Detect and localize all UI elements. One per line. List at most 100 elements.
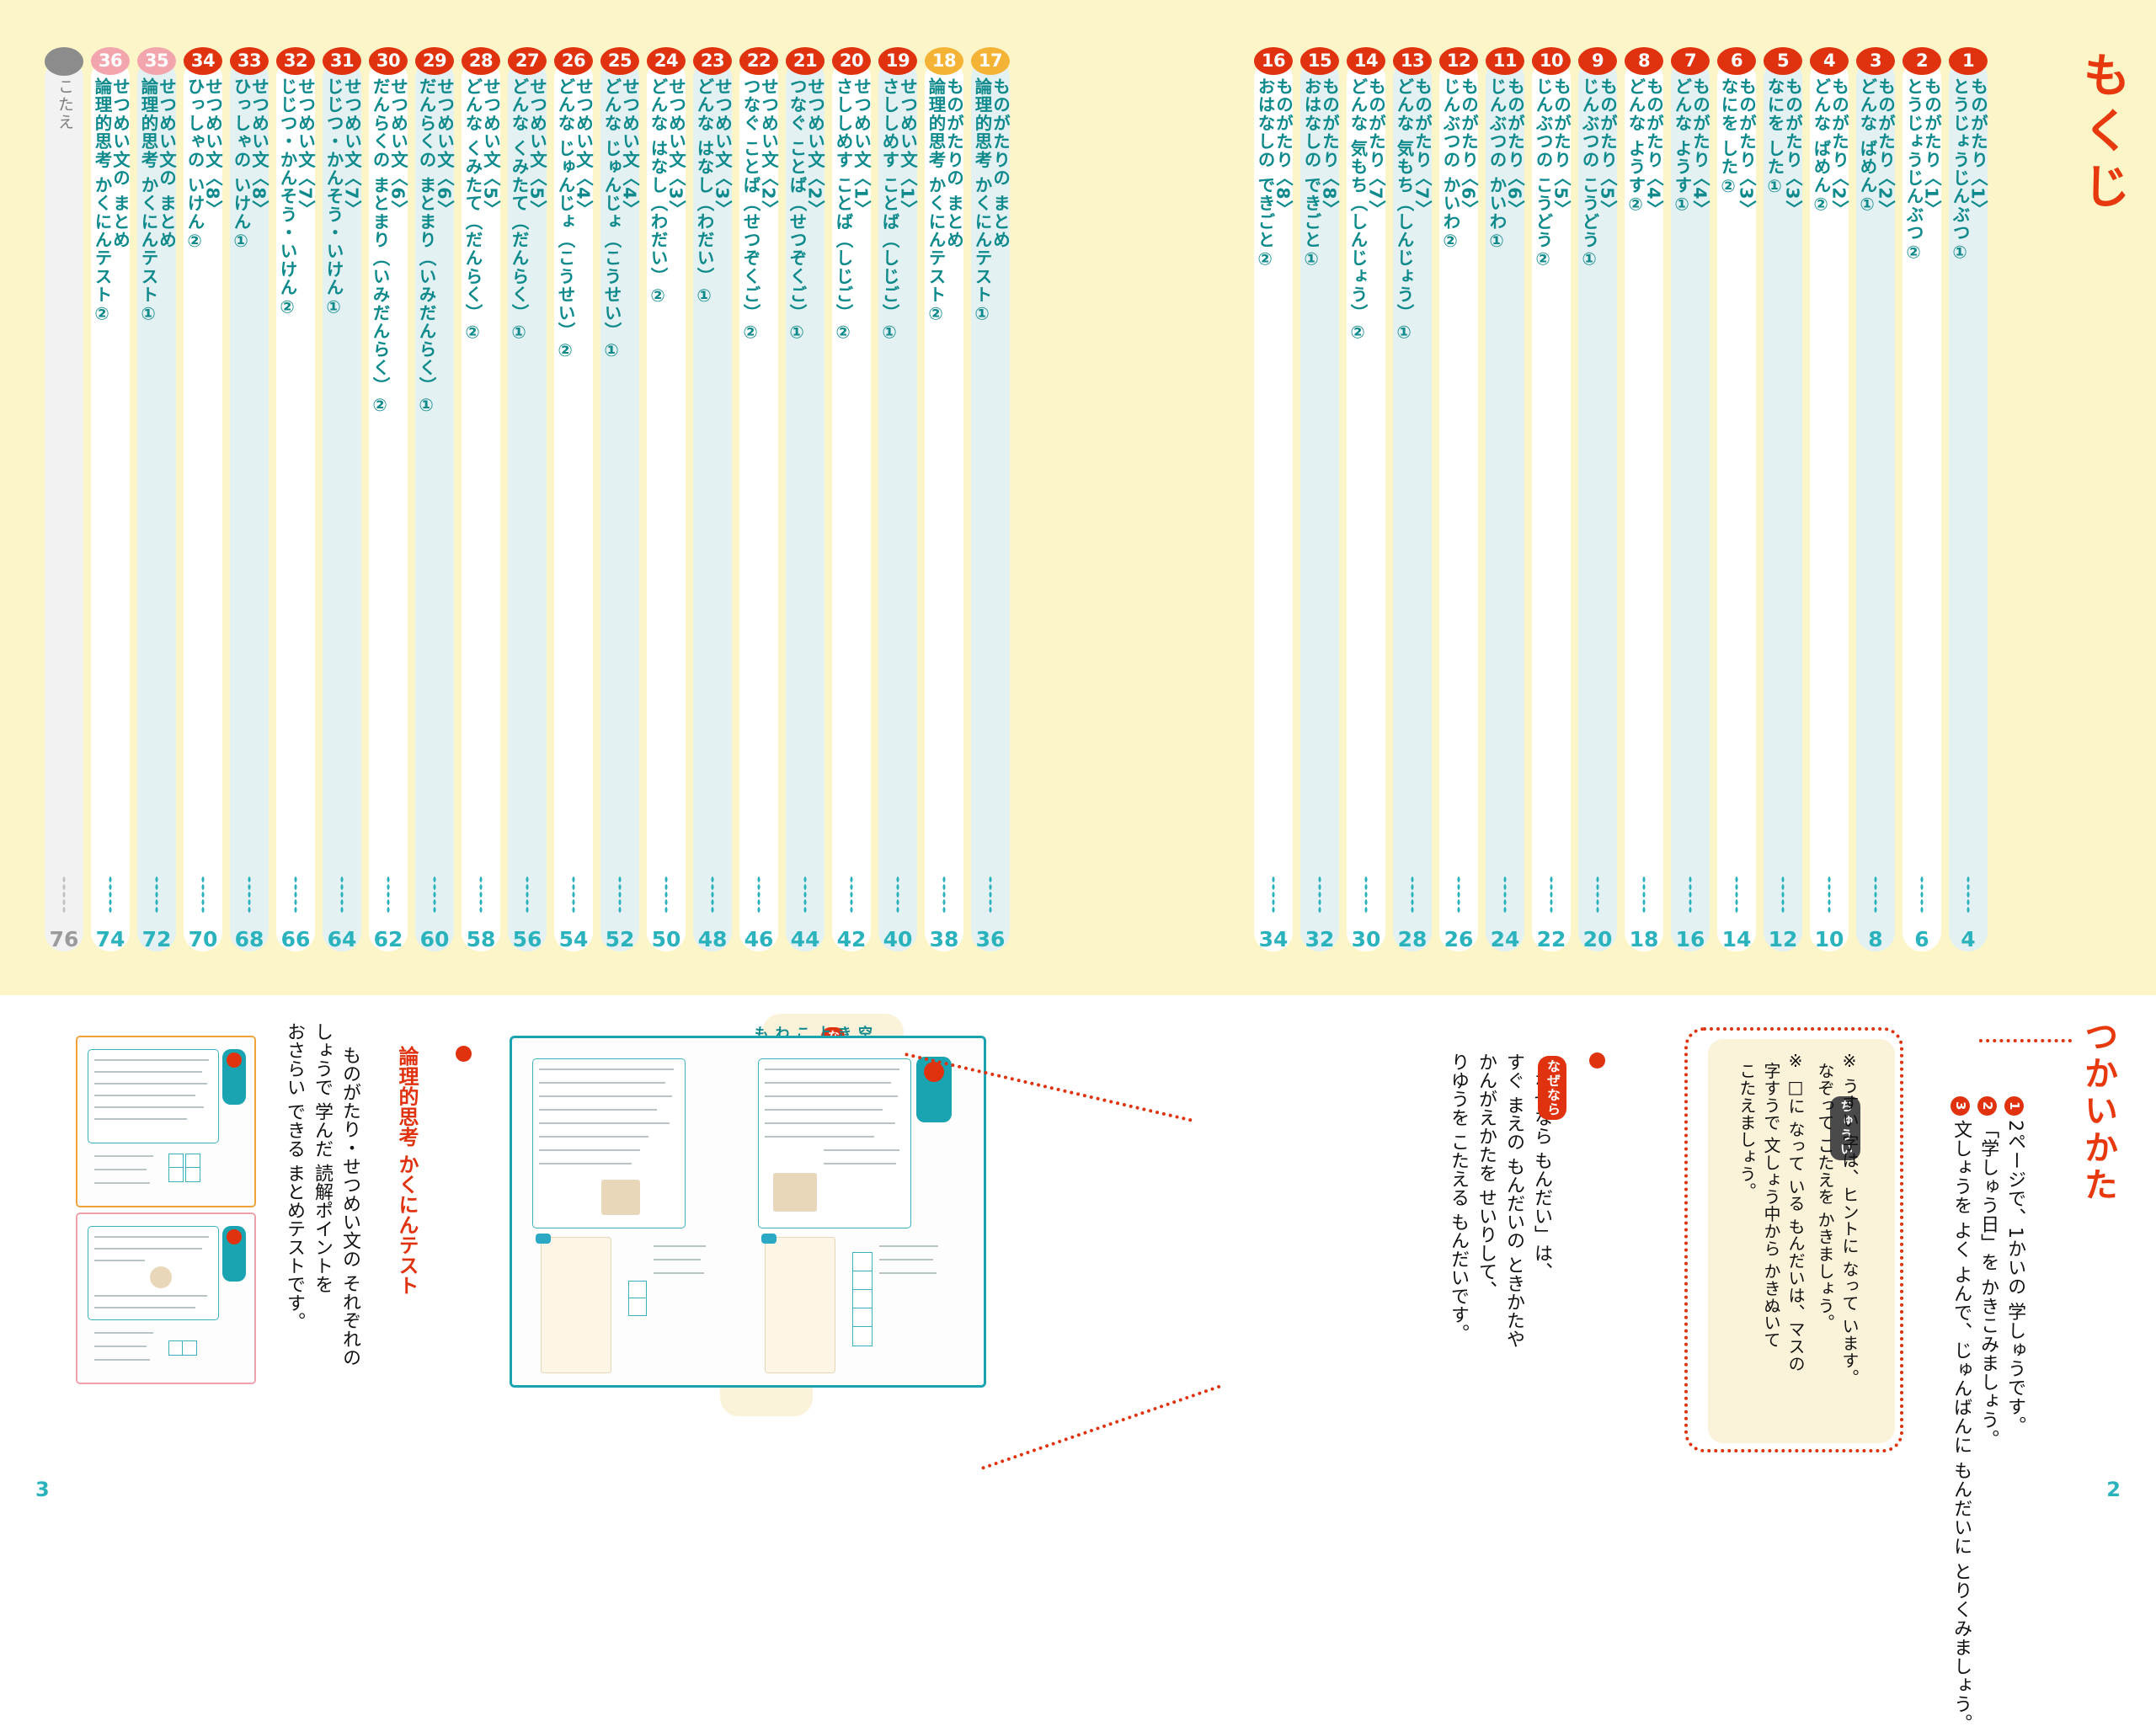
toc-leader-dots <box>62 876 66 914</box>
toc-entry-badge: 10 <box>1532 47 1571 75</box>
toc-leader-dots <box>1411 876 1414 914</box>
toc-entry-sub: どんな じゅんじょ（こうせい）② <box>555 77 575 362</box>
toc-entry-badge: 33 <box>230 47 269 75</box>
toc-entry-32[interactable]: 32 せつめい文〈7〉 じじつ・かんそう・いけん② 66 <box>276 47 316 965</box>
toc-entry-body: ものがたり〈6〉 じんぶつの かいわ① <box>1486 77 1525 928</box>
step-text-3: 文しょうを よく よんで、じゅんばんに もんだいに とりくみましょう。 <box>1951 1119 1972 1732</box>
toc-entry-30[interactable]: 30 せつめい文〈6〉 だんらくの まとまり（いみだんらく）② 62 <box>369 47 408 965</box>
toc-entry-badge: 28 <box>462 47 500 75</box>
toc-entry-sub: 論理的思考 かくにんテスト② <box>926 77 946 325</box>
toc-entry-strip <box>1810 59 1849 951</box>
toc-leader-dots <box>201 876 205 914</box>
toc-entry-sub: どんな ばめん② <box>1811 77 1831 216</box>
toc-entry-15[interactable]: 15 ものがたり〈8〉 おはなしの できごと① 32 <box>1300 47 1340 965</box>
toc-entry-strip <box>832 59 871 951</box>
toc-entry-19[interactable]: 19 せつめい文〈1〉 さししめす ことば（しじご）① 40 <box>878 47 918 965</box>
toc-entry-badge: 7 <box>1671 47 1710 75</box>
naze-pill-wrap: なぜなら <box>1538 1056 1627 1123</box>
toc-entry-answers[interactable]: こたえ 76 <box>45 47 83 965</box>
toc-entry-sub: どんな ばめん① <box>1857 77 1877 216</box>
toc-entry-body: せつめい文〈6〉 だんらくの まとまり（いみだんらく）② <box>370 77 408 928</box>
toc-entry-8[interactable]: 8 ものがたり〈4〉 どんな ようす② 18 <box>1625 47 1664 965</box>
toc-entry-body: せつめい文〈1〉 さししめす ことば（しじご）② <box>833 77 872 928</box>
toc-entry-1[interactable]: 1 ものがたり〈1〉 とうじょうじんぶつ① 4 <box>1949 47 1988 965</box>
toc-leader-dots <box>664 876 668 914</box>
toc-entry-page-number: 52 <box>605 927 635 951</box>
toc-leader-dots <box>803 876 807 914</box>
toc-entry-badge: 13 <box>1393 47 1432 75</box>
toc-entry-body: ものがたり〈6〉 じんぶつの かいわ② <box>1440 77 1479 928</box>
toc-entry-sub: とうじょうじんぶつ① <box>1950 77 1970 264</box>
toc-entry-35[interactable]: 35 せつめい文の まとめ 論理的思考 かくにんテスト① 72 <box>137 47 177 965</box>
toc-entry-22[interactable]: 22 せつめい文〈2〉 つなぐ ことば（せつぞくご）② 46 <box>739 47 779 965</box>
toc-entry-31[interactable]: 31 せつめい文〈7〉 じじつ・かんそう・いけん① 64 <box>323 47 362 965</box>
toc-entry-23[interactable]: 23 せつめい文〈3〉 どんな はなし（わだい）① 48 <box>693 47 733 965</box>
toc-entry-kind: せつめい文〈7〉 <box>341 77 362 219</box>
toc-entry-strip <box>600 59 639 951</box>
toc-entry-25[interactable]: 25 せつめい文〈4〉 どんな じゅんじょ（こうせい）① 52 <box>600 47 640 965</box>
caution-box-inner: ちゅうい ※ うすい 字は、ヒントに なって います。 なぞって こたえを かき… <box>1708 1039 1895 1443</box>
page-number-left: 3 <box>35 1478 50 1501</box>
toc-entry-sub: どんな はなし（わだい）① <box>694 77 714 307</box>
toc-entry-9[interactable]: 9 ものがたり〈5〉 じんぶつの こうどう① 20 <box>1578 47 1618 965</box>
toc-entry-body: せつめい文〈8〉 ひっしゃの いけん② <box>184 77 223 928</box>
toc-entry-strip <box>878 59 917 951</box>
toc-entry-14[interactable]: 14 ものがたり〈7〉 どんな 気もち（しんじょう）② 30 <box>1347 47 1386 965</box>
caution-badge: ちゅうい <box>1830 1096 1860 1161</box>
ronri-text: ものがたり・せつめい文の それぞれの しょうで 学んだ 読解ポイントを おさらい… <box>284 1022 360 1367</box>
toc-entry-body: せつめい文〈6〉 だんらくの まとまり（いみだんらく）① <box>416 77 455 928</box>
toc-entry-11[interactable]: 11 ものがたり〈6〉 じんぶつの かいわ① 24 <box>1486 47 1525 965</box>
toc-leader-dots <box>1503 876 1507 914</box>
toc-entry-29[interactable]: 29 せつめい文〈6〉 だんらくの まとまり（いみだんらく）① 60 <box>415 47 455 965</box>
toc-entry-10[interactable]: 10 ものがたり〈5〉 じんぶつの こうどう② 22 <box>1532 47 1572 965</box>
toc-entry-17[interactable]: 17 ものがたりの まとめ 論理的思考 かくにんテスト① 36 <box>971 47 1011 965</box>
toc-entry-page-number: 14 <box>1721 927 1752 951</box>
toc-entry-3[interactable]: 3 ものがたり〈2〉 どんな ばめん① 8 <box>1856 47 1896 965</box>
toc-leader-dots <box>155 876 158 914</box>
toc-entry-body: せつめい文〈4〉 どんな じゅんじょ（こうせい）② <box>555 77 594 928</box>
toc-entry-page-number: 4 <box>1961 927 1976 951</box>
caution-box: ちゅうい ※ うすい 字は、ヒントに なって います。 なぞって こたえを かき… <box>1684 1027 1903 1452</box>
toc-entry-13[interactable]: 13 ものがたり〈7〉 どんな 気もち（しんじょう）① 28 <box>1393 47 1433 965</box>
toc-entry-body: ものがたり〈1〉 とうじょうじんぶつ② <box>1903 77 1942 928</box>
toc-leader-dots <box>479 876 483 914</box>
toc-entry-24[interactable]: 24 せつめい文〈3〉 どんな はなし（わだい）② 50 <box>647 47 686 965</box>
toc-leader-dots <box>618 876 622 914</box>
toc-entry-12[interactable]: 12 ものがたり〈6〉 じんぶつの かいわ② 26 <box>1439 47 1479 965</box>
toc-entry-page-number: 60 <box>419 927 450 951</box>
toc-leader-dots <box>387 876 390 914</box>
toc-leader-dots <box>1642 876 1646 914</box>
toc-entry-badge: 26 <box>554 47 593 75</box>
toc-entry-36[interactable]: 36 せつめい文の まとめ 論理的思考 かくにんテスト② 74 <box>91 47 131 965</box>
toc-entry-badge: 21 <box>786 47 825 75</box>
toc-entry-18[interactable]: 18 ものがたりの まとめ 論理的思考 かくにんテスト② 38 <box>925 47 964 965</box>
toc-entry-body: せつめい文の まとめ 論理的思考 かくにんテスト① <box>138 77 177 928</box>
toc-entry-badge: 29 <box>415 47 454 75</box>
toc-entry-strip <box>1671 59 1710 951</box>
toc-entry-34[interactable]: 34 せつめい文〈8〉 ひっしゃの いけん② 70 <box>184 47 223 965</box>
toc-entry-kind: ものがたり〈6〉 <box>1504 77 1525 219</box>
toc-entry-strip <box>786 59 825 951</box>
toc-entry-2[interactable]: 2 ものがたり〈1〉 とうじょうじんぶつ② 6 <box>1903 47 1942 965</box>
toc-entry-21[interactable]: 21 せつめい文〈2〉 つなぐ ことば（せつぞくご）① 44 <box>786 47 825 965</box>
toc-entry-badge: 5 <box>1764 47 1802 75</box>
toc-entry-27[interactable]: 27 せつめい文〈5〉 どんな くみたて（だんらく）① 56 <box>508 47 547 965</box>
toc-entry-20[interactable]: 20 せつめい文〈1〉 さししめす ことば（しじご）② 42 <box>832 47 872 965</box>
toc-entry-strip <box>91 59 130 951</box>
toc-entry-33[interactable]: 33 せつめい文〈8〉 ひっしゃの いけん① 68 <box>230 47 270 965</box>
toc-entry-26[interactable]: 26 せつめい文〈4〉 どんな じゅんじょ（こうせい）② 54 <box>554 47 594 965</box>
toc-entry-kind: こたえ <box>55 78 74 131</box>
toc-entry-kind: せつめい文の まとめ <box>109 77 131 249</box>
toc-entry-badge: 34 <box>184 47 222 75</box>
page-title: もくじ <box>2075 51 2130 217</box>
toc-entry-7[interactable]: 7 ものがたり〈4〉 どんな ようす① 16 <box>1671 47 1710 965</box>
toc-entry-strip <box>554 59 593 951</box>
toc-entry-6[interactable]: 6 ものがたり〈3〉 なにを した② 14 <box>1717 47 1757 965</box>
toc-entry-5[interactable]: 5 ものがたり〈3〉 なにを した① 12 <box>1764 47 1803 965</box>
toc-entry-28[interactable]: 28 せつめい文〈5〉 どんな くみたて（だんらく）② 58 <box>462 47 501 965</box>
toc-entry-16[interactable]: 16 ものがたり〈8〉 おはなしの できごと② 34 <box>1254 47 1294 965</box>
toc-entry-4[interactable]: 4 ものがたり〈2〉 どんな ばめん② 10 <box>1810 47 1849 965</box>
toc-entry-body: せつめい文〈3〉 どんな はなし（わだい）① <box>694 77 733 928</box>
toc-entry-strip <box>1439 59 1478 951</box>
toc-entry-sub: おはなしの できごと② <box>1255 77 1275 270</box>
